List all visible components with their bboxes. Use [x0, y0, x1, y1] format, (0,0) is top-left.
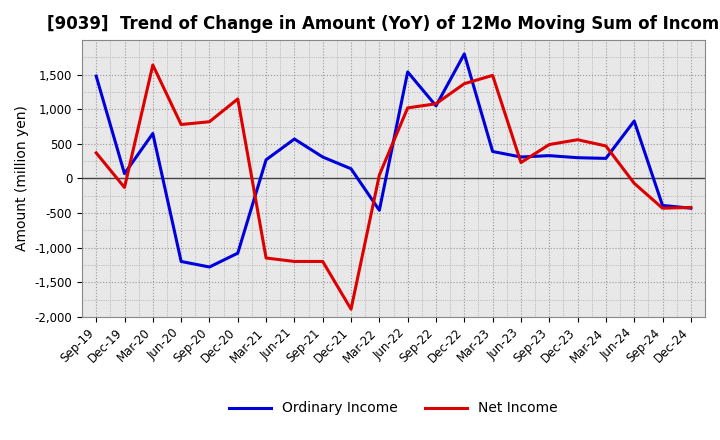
- Ordinary Income: [602, 156, 611, 161]
- Net Income: [290, 259, 299, 264]
- Title: [9039]  Trend of Change in Amount (YoY) of 12Mo Moving Sum of Incomes: [9039] Trend of Change in Amount (YoY) o…: [47, 15, 720, 33]
- Ordinary Income: [517, 154, 526, 160]
- Ordinary Income: [233, 250, 242, 256]
- Ordinary Income: [205, 264, 214, 270]
- Legend: Ordinary Income, Net Income: Ordinary Income, Net Income: [224, 396, 564, 421]
- Net Income: [205, 119, 214, 125]
- Net Income: [120, 185, 129, 190]
- Net Income: [630, 181, 639, 186]
- Ordinary Income: [92, 73, 101, 79]
- Net Income: [545, 142, 554, 147]
- Ordinary Income: [318, 154, 327, 160]
- Ordinary Income: [148, 131, 157, 136]
- Ordinary Income: [630, 118, 639, 124]
- Ordinary Income: [375, 208, 384, 213]
- Net Income: [573, 137, 582, 143]
- Net Income: [177, 122, 186, 127]
- Net Income: [375, 172, 384, 178]
- Ordinary Income: [687, 205, 696, 211]
- Ordinary Income: [658, 203, 667, 208]
- Ordinary Income: [432, 103, 441, 109]
- Ordinary Income: [460, 51, 469, 57]
- Net Income: [347, 307, 356, 312]
- Net Income: [488, 73, 497, 78]
- Ordinary Income: [262, 157, 271, 162]
- Ordinary Income: [545, 153, 554, 158]
- Ordinary Income: [403, 69, 412, 74]
- Ordinary Income: [488, 149, 497, 154]
- Ordinary Income: [573, 155, 582, 160]
- Net Income: [318, 259, 327, 264]
- Net Income: [687, 205, 696, 210]
- Line: Net Income: Net Income: [96, 65, 691, 309]
- Ordinary Income: [120, 171, 129, 176]
- Y-axis label: Amount (million yen): Amount (million yen): [15, 106, 29, 251]
- Net Income: [233, 96, 242, 102]
- Net Income: [403, 105, 412, 110]
- Net Income: [658, 205, 667, 211]
- Net Income: [432, 101, 441, 106]
- Net Income: [148, 62, 157, 68]
- Ordinary Income: [290, 136, 299, 142]
- Net Income: [517, 160, 526, 165]
- Line: Ordinary Income: Ordinary Income: [96, 54, 691, 267]
- Ordinary Income: [177, 259, 186, 264]
- Net Income: [92, 150, 101, 155]
- Net Income: [602, 143, 611, 149]
- Net Income: [460, 81, 469, 86]
- Net Income: [262, 255, 271, 260]
- Ordinary Income: [347, 166, 356, 172]
